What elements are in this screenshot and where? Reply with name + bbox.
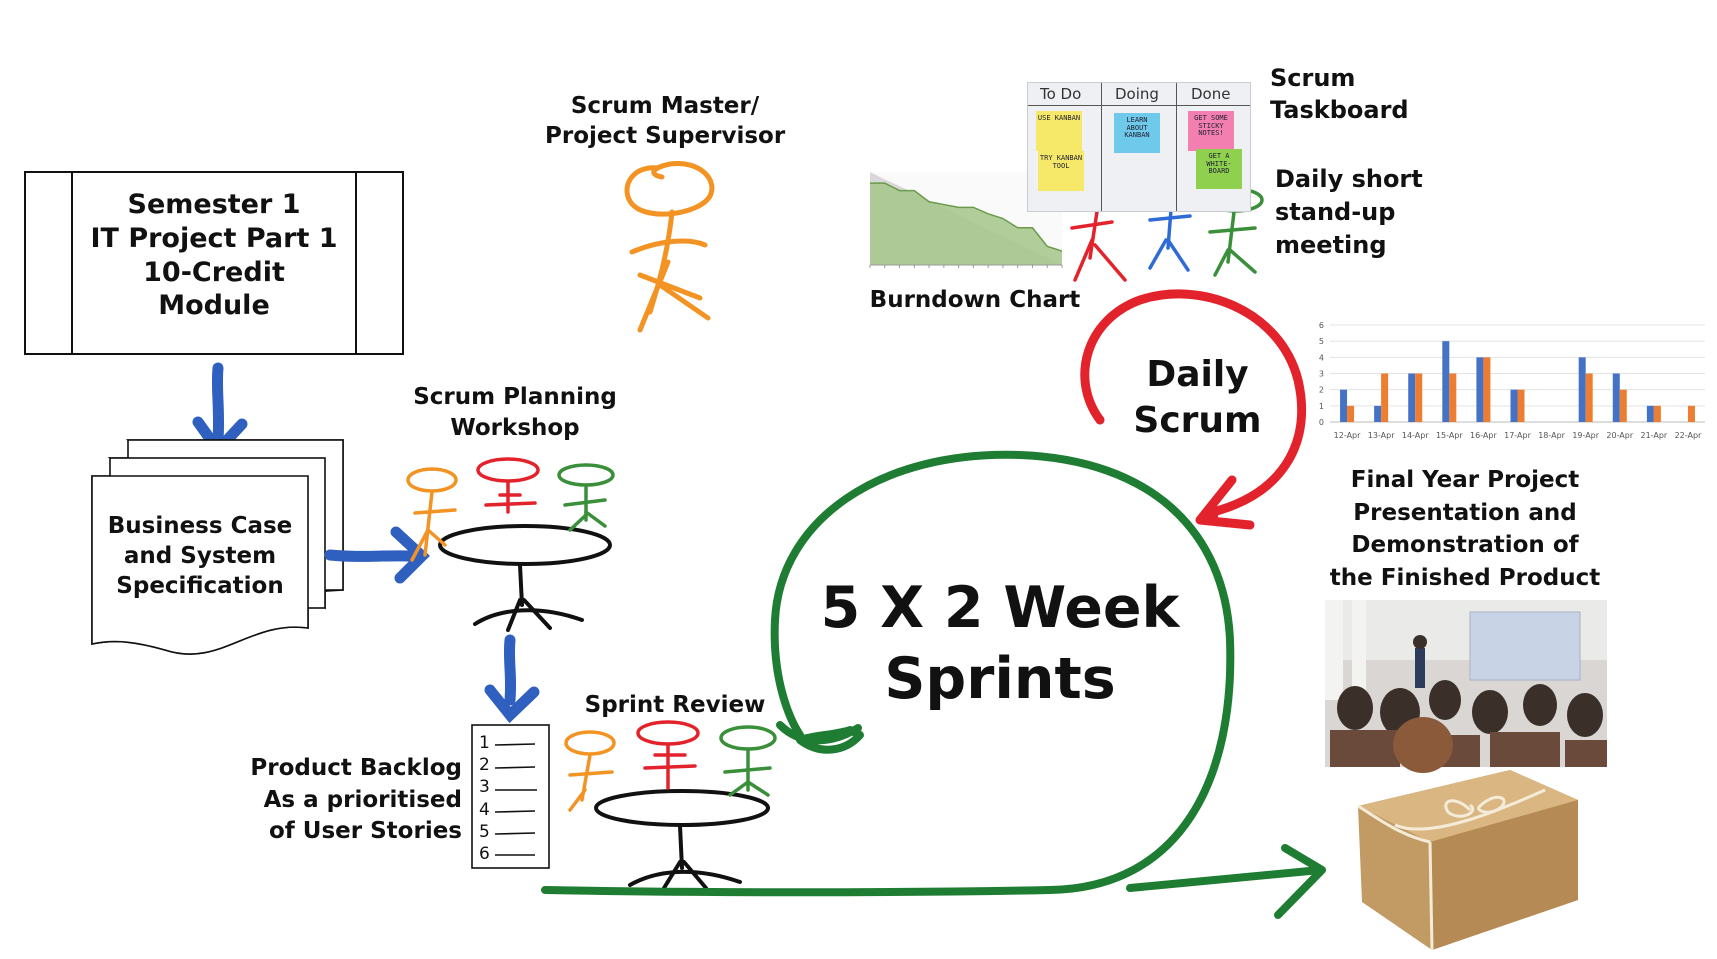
bar-series-1: [1476, 357, 1484, 422]
bar-chart: 0 1 2 3 4 5 6 12-Apr 13-Apr 14-Apr 15-Apr 16-Apr 17-…: [1319, 321, 1705, 440]
y-tick-label: 3: [1319, 370, 1324, 379]
planning-red-figure-icon: [476, 457, 540, 514]
backlog-items: 1 2 3 4 5 6: [479, 732, 495, 865]
bar-series-2: [1619, 389, 1627, 422]
x-tick-label: 22-Apr: [1675, 431, 1702, 440]
scrum-taskboard-label: Scrum Taskboard: [1270, 64, 1409, 125]
bar-series-2: [1687, 405, 1695, 422]
bar-series-2: [1449, 373, 1457, 422]
x-tick-label: 18-Apr: [1538, 431, 1565, 440]
bar-series-1: [1510, 389, 1518, 422]
presentation-photo: [1325, 600, 1607, 773]
backlog-item-number: 5: [479, 821, 490, 842]
bar-series-2: [1381, 373, 1389, 422]
daily-scrum-label: Daily Scrum: [1133, 354, 1262, 442]
sticky-note-learn-kanban: LEARN ABOUT KANBAN: [1114, 113, 1160, 153]
finished-product-parcel-icon: [1357, 770, 1578, 951]
backlog-item-number: 4: [479, 799, 490, 820]
x-tick-label: 19-Apr: [1572, 431, 1599, 440]
backlog-item-number: 3: [479, 777, 490, 798]
bar-series-2: [1653, 405, 1661, 422]
x-tick-label: 17-Apr: [1504, 431, 1531, 440]
bar-series-1: [1612, 373, 1620, 422]
standup-meeting-label: Daily short stand-up meeting: [1275, 165, 1423, 260]
y-tick-label: 2: [1319, 386, 1324, 395]
bar-series-1: [1408, 373, 1416, 422]
y-tick-label: 5: [1319, 337, 1324, 346]
sprint-review-table-icon: [594, 789, 770, 890]
sticky-note-try-kanban-tool: TRY KANBAN TOOL: [1038, 151, 1084, 191]
y-tick-label: 4: [1319, 353, 1324, 362]
sprints-label: 5 X 2 Week Sprints: [820, 575, 1180, 713]
bar-series-2: [1517, 389, 1525, 422]
product-backlog-label: Product Backlog As a prioritised of User S…: [250, 755, 462, 845]
planning-orange-figure-icon: [406, 467, 458, 562]
scrum-master-label: Scrum Master/Project Supervisor: [545, 93, 786, 149]
burndown-chart-label: Burndown Chart: [869, 287, 1081, 313]
bar-series-2: [1585, 373, 1593, 422]
actual-line: [870, 182, 1063, 252]
x-tick-label: 14-Apr: [1402, 431, 1429, 440]
semester-module-box: [24, 171, 404, 355]
taskboard-column-doing: Doing: [1115, 85, 1159, 103]
planning-workshop-table-icon: [438, 524, 612, 632]
x-tick-label: 12-Apr: [1334, 431, 1361, 440]
product-backlog-list-icon: [471, 724, 550, 869]
y-tick-label: 1: [1319, 402, 1324, 411]
final-year-project-label: Final Year Project Presentation and Demons…: [1329, 467, 1601, 591]
semester-module-label: Semester 1 IT Project Part 1 10-Credit Modu…: [90, 189, 338, 322]
actual-area: [870, 183, 1062, 265]
review-red-figure-icon: [636, 720, 700, 790]
business-case-document-icon: [91, 439, 344, 655]
backlog-item-number: 6: [479, 844, 490, 865]
x-tick-label: 13-Apr: [1368, 431, 1395, 440]
bar-series-1: [1340, 389, 1348, 422]
planning-green-figure-icon: [557, 463, 615, 532]
arrow-planning-to-backlog-icon: [484, 634, 540, 724]
sprint-loop-arrow-icon: [541, 450, 1326, 919]
bar-series-1: [1646, 405, 1654, 422]
x-tick-label: 20-Apr: [1606, 431, 1633, 440]
backlog-item-number: 2: [479, 755, 490, 776]
scrum-master-stick-figure-icon: [624, 161, 715, 333]
y-tick-label: 0: [1319, 418, 1324, 427]
review-orange-figure-icon: [564, 730, 616, 812]
sticky-note-get-whiteboard: GET A WHITE-BOARD: [1196, 149, 1242, 189]
taskboard-column-done: Done: [1191, 85, 1231, 103]
scrum-taskboard: To Do Doing Done USE KANBAN TRY KANBAN T…: [1027, 82, 1251, 212]
bar-series-2: [1347, 405, 1355, 422]
bar-series-2: [1415, 373, 1423, 422]
bar-series-1: [1578, 357, 1586, 422]
sprint-review-label: Sprint Review: [584, 692, 766, 718]
business-case-label: Business Case and System Specification: [107, 513, 293, 599]
x-tick-label: 16-Apr: [1470, 431, 1497, 440]
y-tick-label: 6: [1319, 321, 1324, 330]
backlog-item-number: 1: [479, 733, 490, 753]
arrow-business-case-to-planning-icon: [324, 526, 430, 584]
bar-series-1: [1374, 405, 1382, 422]
bar-series-2: [1483, 357, 1491, 422]
planning-workshop-label: Scrum Planning Workshop: [413, 384, 617, 442]
arrow-semester-to-business-case-icon: [192, 362, 248, 459]
x-tick-label: 21-Apr: [1640, 431, 1667, 440]
sticky-note-use-kanban: USE KANBAN: [1036, 111, 1082, 151]
sticky-note-get-sticky-notes: GET SOME STICKY NOTES!: [1188, 111, 1234, 151]
bar-series-1: [1442, 341, 1450, 422]
x-tick-label: 15-Apr: [1436, 431, 1463, 440]
daily-scrum-loop-arrow-icon: [1080, 289, 1306, 530]
review-green-figure-icon: [719, 725, 777, 797]
taskboard-column-todo: To Do: [1040, 85, 1082, 103]
